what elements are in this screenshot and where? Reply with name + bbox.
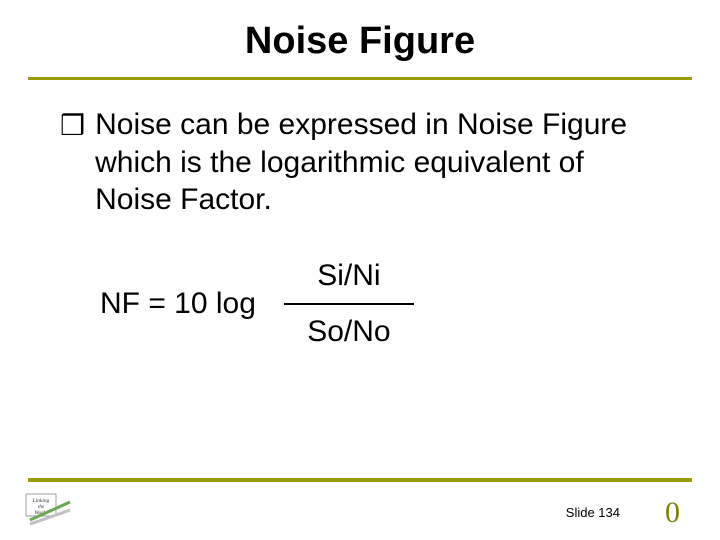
fraction-denominator: So/No (307, 315, 390, 349)
formula-left: NF = 10 log (100, 287, 256, 321)
fraction-numerator: Si/Ni (317, 259, 380, 293)
formula-fraction: Si/Ni So/No (284, 259, 414, 349)
footer-rule (28, 478, 692, 482)
slide-container: Noise Figure ❒ Noise can be expressed in… (0, 0, 720, 540)
fraction-line (284, 303, 414, 305)
slide-title: Noise Figure (0, 0, 720, 77)
slide-number: Slide 134 (566, 505, 620, 520)
content-area: ❒ Noise can be expressed in Noise Figure… (0, 80, 720, 349)
formula: NF = 10 log Si/Ni So/No (60, 259, 660, 349)
bullet-item: ❒ Noise can be expressed in Noise Figure… (60, 106, 660, 219)
logo-icon: Linking the World (24, 488, 72, 528)
bullet-text: Noise can be expressed in Noise Figure w… (95, 106, 660, 219)
svg-text:Linking: Linking (32, 498, 50, 504)
page-number-overlay: 0 (665, 496, 680, 530)
bullet-marker-icon: ❒ (60, 110, 85, 144)
